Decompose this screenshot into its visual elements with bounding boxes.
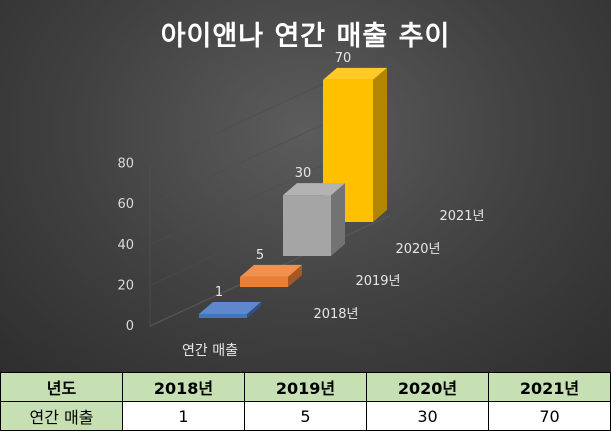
y-tick-label: 0 bbox=[126, 319, 134, 334]
bar-side-2020년 bbox=[331, 183, 345, 256]
table-header-cell: 2018년 bbox=[122, 372, 245, 402]
bar-top-2020년 bbox=[283, 183, 345, 196]
data-label: 70 bbox=[335, 51, 352, 66]
bar-front-2018년 bbox=[199, 314, 247, 318]
data-table: 년도 2018년 2019년 2020년 2021년 연간 매출 1 5 30 … bbox=[0, 372, 611, 431]
category-label: 2021년 bbox=[439, 209, 484, 224]
bar-top-2021년 bbox=[323, 67, 387, 80]
category-label: 2020년 bbox=[395, 242, 440, 257]
chart-title: 아이앤나 연간 매출 추이 bbox=[160, 21, 451, 52]
table-cell: 30 bbox=[366, 401, 489, 431]
series-label: 연간 매출 bbox=[182, 343, 238, 359]
bar-front-2019년 bbox=[240, 276, 288, 287]
table-header-cell: 2020년 bbox=[366, 372, 489, 402]
bar-top-2019년 bbox=[240, 264, 302, 277]
bar-side-2019년 bbox=[288, 264, 302, 287]
bar-top-2018년 bbox=[199, 302, 261, 314]
table-cell: 70 bbox=[488, 401, 611, 431]
table-header-cell: 년도 bbox=[0, 372, 123, 402]
y-tick-label: 40 bbox=[117, 238, 134, 253]
table-header-cell: 2021년 bbox=[488, 372, 611, 402]
bar-side-2021년 bbox=[373, 67, 387, 223]
category-label: 2018년 bbox=[313, 307, 358, 322]
bar-front-2020년 bbox=[283, 195, 331, 256]
data-label: 1 bbox=[215, 285, 223, 300]
bar-side-2018년 bbox=[247, 302, 261, 318]
table-header-cell: 2019년 bbox=[244, 372, 367, 402]
table-cell: 5 bbox=[244, 401, 367, 431]
data-label: 5 bbox=[256, 248, 264, 263]
table-header-row: 년도 2018년 2019년 2020년 2021년 bbox=[0, 372, 611, 402]
y-tick-label: 80 bbox=[117, 157, 134, 172]
table-row-label: 연간 매출 bbox=[0, 401, 123, 431]
y-tick-label: 60 bbox=[117, 197, 134, 212]
table-row: 연간 매출 1 5 30 70 bbox=[0, 401, 611, 431]
data-label: 30 bbox=[295, 166, 312, 181]
y-tick-label: 20 bbox=[117, 278, 134, 293]
category-label: 2019년 bbox=[355, 274, 400, 289]
table-cell: 1 bbox=[122, 401, 245, 431]
chart-area: 아이앤나 연간 매출 추이 0 20 40 60 80 70 30 5 1 2018년 2019년 2… bbox=[0, 0, 611, 372]
